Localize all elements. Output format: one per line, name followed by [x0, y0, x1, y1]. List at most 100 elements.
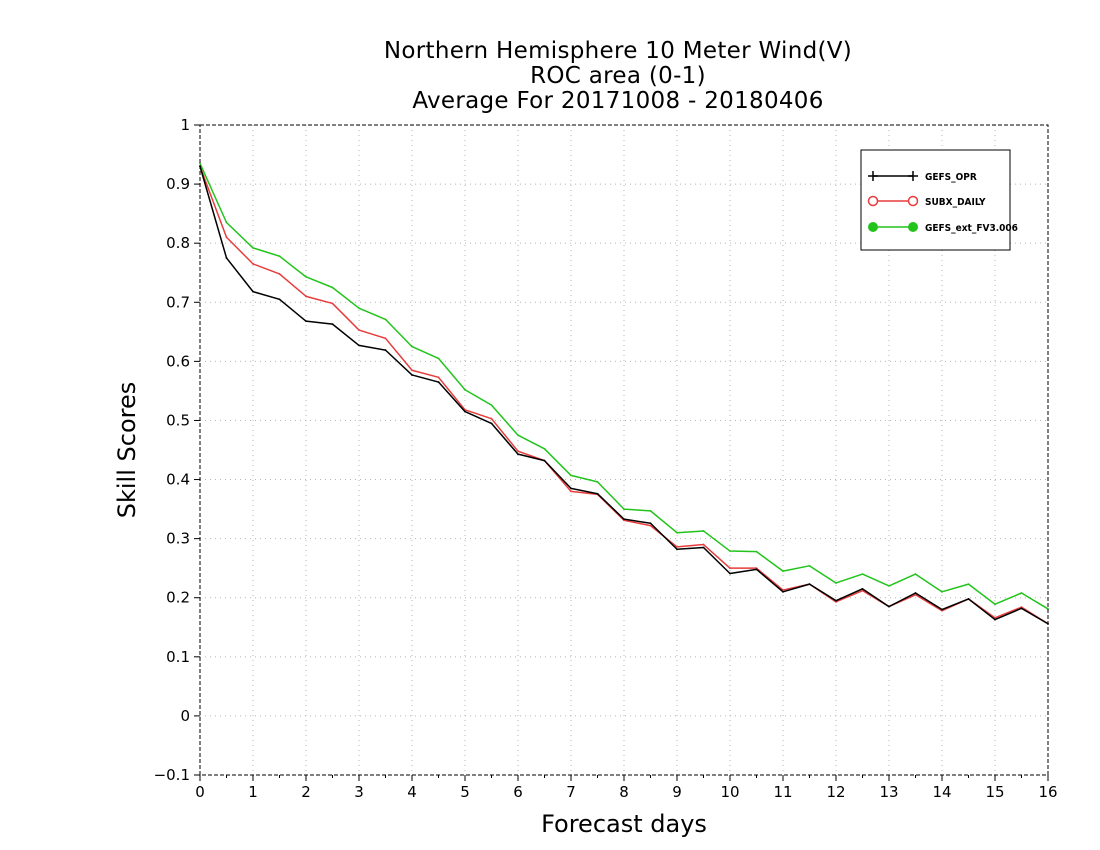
data-point — [967, 583, 970, 586]
data-point — [278, 273, 281, 275]
legend-marker-open-circle — [867, 195, 879, 207]
data-point — [570, 474, 572, 477]
data-point — [490, 404, 493, 406]
data-point — [861, 573, 864, 575]
chart-title-line-1: Northern Hemisphere 10 Meter Wind(V) — [383, 38, 853, 64]
legend-entry: SUBX_DAILY — [867, 195, 986, 208]
series-layer — [199, 162, 1049, 625]
data-point — [570, 490, 572, 493]
data-point — [517, 453, 519, 456]
data-point — [596, 481, 599, 483]
data-point — [967, 598, 970, 600]
data-point — [225, 236, 228, 239]
y-tick-label: 0.4 — [166, 471, 190, 489]
x-tick-label: 14 — [932, 783, 951, 801]
axis-ticks: 0 1 2 3 4 5 6 7 8 9 10 11 12 13 14 15 16−0.100.10.20.30.… — [154, 116, 1058, 801]
x-tick-label: 0 — [195, 783, 205, 801]
data-point — [543, 447, 546, 450]
data-point — [941, 590, 943, 593]
data-point — [517, 434, 519, 437]
data-point — [861, 587, 864, 590]
data-point — [702, 546, 705, 549]
data-point — [437, 357, 440, 360]
series-gefs-opr — [199, 165, 1049, 625]
data-point — [649, 509, 652, 512]
data-point — [358, 329, 360, 331]
data-point — [729, 567, 731, 570]
data-point — [384, 318, 387, 321]
data-point — [225, 221, 228, 224]
data-point — [888, 585, 890, 587]
data-point — [623, 518, 625, 521]
data-point — [384, 337, 387, 340]
y-tick-label: 0.9 — [166, 175, 190, 193]
data-point — [914, 573, 917, 575]
data-point — [543, 459, 546, 462]
data-point — [755, 568, 758, 571]
data-point — [278, 255, 281, 258]
y-tick-label: 0 — [180, 707, 190, 725]
x-tick-label: 3 — [354, 783, 364, 801]
data-point — [1020, 607, 1023, 610]
y-tick-label: −0.1 — [154, 766, 190, 784]
x-tick-label: 16 — [1038, 783, 1057, 801]
data-point — [358, 344, 360, 347]
legend-label: GEFS_ext_FV3.006 — [925, 223, 1018, 234]
data-point — [331, 302, 334, 305]
data-point — [782, 590, 784, 593]
data-point — [702, 543, 705, 546]
data-point — [305, 320, 307, 323]
data-point — [331, 286, 334, 289]
data-point — [358, 307, 360, 310]
legend-marker-filled-circle — [908, 222, 918, 232]
data-point — [225, 257, 228, 259]
data-point — [861, 589, 864, 592]
x-tick-label: 11 — [773, 783, 792, 801]
x-tick-label: 15 — [985, 783, 1004, 801]
data-point — [835, 582, 837, 584]
data-point — [464, 388, 466, 391]
x-tick-label: 12 — [826, 783, 845, 801]
data-point — [411, 345, 413, 348]
legend-label: SUBX_DAILY — [925, 197, 986, 208]
data-point — [411, 369, 413, 372]
x-tick-label: 2 — [301, 783, 311, 801]
data-point — [252, 262, 254, 265]
data-point — [888, 605, 890, 608]
data-point — [570, 487, 572, 490]
chart-title-line-2: ROC area (0-1) — [530, 63, 706, 89]
data-point — [649, 524, 652, 527]
data-point — [490, 422, 493, 425]
x-tick-label: 10 — [720, 783, 739, 801]
data-point — [517, 450, 519, 453]
data-point — [808, 564, 811, 567]
y-tick-label: 1 — [180, 116, 190, 134]
legend-marker-filled-circle — [868, 222, 878, 232]
data-point — [649, 522, 652, 525]
data-point — [782, 570, 784, 573]
y-axis-label: Skill Scores — [113, 382, 141, 519]
data-point — [464, 410, 466, 413]
y-tick-label: 0.6 — [166, 352, 190, 370]
y-tick-label: 0.8 — [166, 234, 190, 252]
data-point — [490, 417, 493, 420]
data-point — [623, 508, 625, 510]
data-point — [596, 492, 599, 495]
data-point — [278, 298, 281, 301]
x-axis-label: Forecast days — [541, 810, 707, 838]
y-tick-label: 0.1 — [166, 648, 190, 666]
data-point — [994, 603, 996, 606]
data-point — [914, 593, 917, 596]
x-tick-label: 4 — [407, 783, 417, 801]
data-point — [384, 349, 387, 352]
data-point — [331, 323, 334, 326]
data-point — [305, 275, 307, 278]
chart-title-line-3: Average For 20171008 - 20180406 — [412, 88, 824, 114]
x-tick-label: 5 — [460, 783, 470, 801]
data-point — [835, 599, 837, 602]
data-point — [755, 550, 758, 553]
series-gefs-ext-fv3-006 — [199, 162, 1049, 610]
data-point — [411, 374, 413, 376]
grid-lines — [200, 125, 1048, 775]
